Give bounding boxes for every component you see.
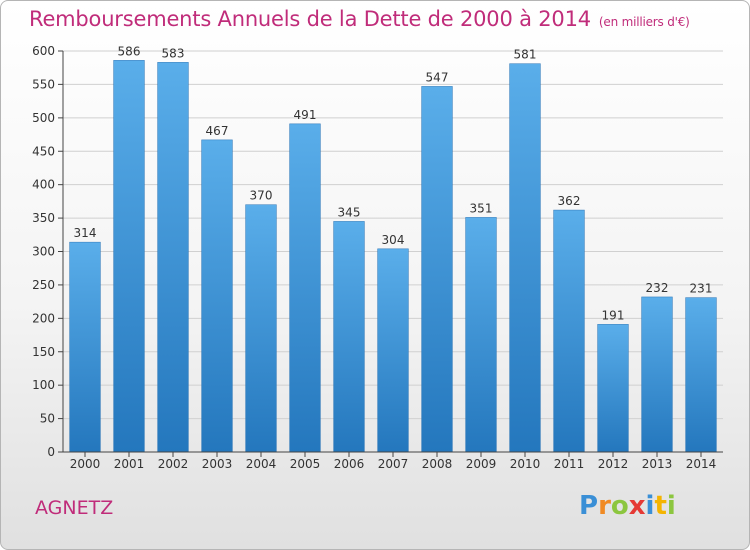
y-tick-label: 400	[32, 178, 55, 192]
x-tick-label: 2006	[334, 457, 365, 471]
bar	[597, 324, 629, 453]
bar	[245, 204, 277, 453]
y-tick-label: 250	[32, 278, 55, 292]
bar	[69, 241, 101, 453]
logo-letter: x	[628, 491, 646, 521]
logo-letter: r	[598, 491, 611, 521]
y-tick-label: 300	[32, 245, 55, 259]
bar	[377, 248, 409, 453]
data-label: 231	[690, 282, 713, 296]
y-tick-label: 500	[32, 111, 55, 125]
x-tick-label: 2013	[642, 457, 673, 471]
bar	[421, 86, 453, 453]
x-tick-label: 2011	[554, 457, 585, 471]
data-label: 586	[118, 44, 141, 58]
data-labels: 314 586 583 467 370 491 345 304 547 351 581 362 191 2…	[74, 44, 713, 322]
bar	[201, 139, 233, 453]
x-tick-label: 2008	[422, 457, 453, 471]
data-label: 362	[558, 194, 581, 208]
data-label: 232	[646, 281, 669, 295]
x-tick-label: 2002	[158, 457, 189, 471]
x-tick-label: 2001	[114, 457, 145, 471]
bar	[157, 62, 189, 453]
bar	[685, 297, 717, 453]
proxiti-logo: Proxiti	[579, 491, 676, 521]
x-tick-label: 2014	[686, 457, 717, 471]
data-label: 581	[514, 48, 537, 62]
y-tick-label: 100	[32, 378, 55, 392]
y-tick-label: 600	[32, 44, 55, 58]
x-tick-label: 2009	[466, 457, 497, 471]
data-label: 191	[602, 308, 625, 322]
data-label: 491	[294, 108, 317, 122]
data-label: 345	[338, 205, 361, 219]
chart-title: Remboursements Annuels de la Dette de 20…	[29, 7, 690, 31]
y-tick-label: 450	[32, 144, 55, 158]
bar	[465, 217, 497, 453]
data-label: 547	[426, 70, 449, 84]
x-tick-label: 2003	[202, 457, 233, 471]
data-label: 370	[250, 189, 273, 203]
data-label: 304	[382, 233, 405, 247]
bars	[69, 60, 717, 453]
x-tick-label: 2004	[246, 457, 277, 471]
commune-name: AGNETZ	[35, 497, 114, 519]
logo-letter: t	[654, 491, 667, 521]
bar	[641, 296, 673, 453]
bar	[113, 60, 145, 453]
chart-title-text: Remboursements Annuels de la Dette de 20…	[29, 7, 591, 31]
x-tick-label: 2012	[598, 457, 629, 471]
axes: 0 50 100 150 200 250 300 350 400 450 500 550 600 2000…	[32, 44, 723, 471]
x-tick-label: 2010	[510, 457, 541, 471]
logo-letter: P	[579, 491, 599, 521]
data-label: 351	[470, 201, 493, 215]
bar	[553, 209, 585, 453]
y-tick-label: 0	[47, 445, 55, 459]
logo-letter: o	[610, 491, 629, 521]
logo-letter: i	[645, 491, 655, 521]
y-tick-label: 350	[32, 211, 55, 225]
bar	[333, 221, 365, 453]
y-tick-label: 550	[32, 77, 55, 91]
logo-letter: i	[666, 491, 676, 521]
y-tick-label: 200	[32, 311, 55, 325]
data-label: 583	[162, 46, 185, 60]
x-tick-label: 2007	[378, 457, 409, 471]
bar	[289, 123, 321, 453]
x-tick-label: 2005	[290, 457, 321, 471]
y-tick-label: 50	[40, 412, 55, 426]
data-label: 467	[206, 124, 229, 138]
chart-subtitle: (en milliers d'€)	[598, 15, 690, 29]
bar	[509, 63, 541, 453]
x-tick-label: 2000	[70, 457, 101, 471]
data-label: 314	[74, 226, 97, 240]
y-tick-label: 150	[32, 345, 55, 359]
